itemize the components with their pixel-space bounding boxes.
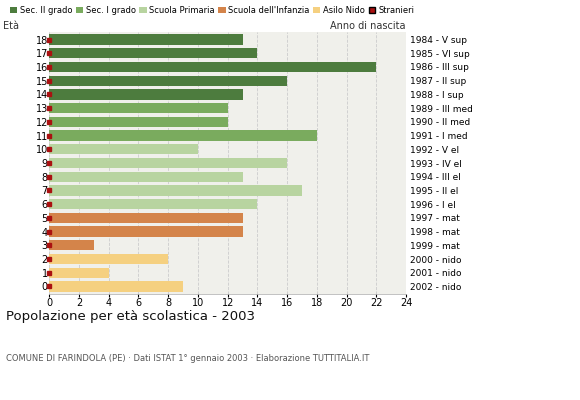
Bar bbox=[49, 48, 258, 58]
Bar bbox=[49, 172, 242, 182]
Bar bbox=[49, 254, 168, 264]
Bar bbox=[49, 130, 317, 141]
Bar bbox=[49, 158, 287, 168]
Text: Popolazione per età scolastica - 2003: Popolazione per età scolastica - 2003 bbox=[6, 310, 255, 323]
Bar bbox=[49, 281, 183, 292]
Legend: Sec. II grado, Sec. I grado, Scuola Primaria, Scuola dell'Infanzia, Asilo Nido, : Sec. II grado, Sec. I grado, Scuola Prim… bbox=[10, 6, 414, 15]
Bar bbox=[49, 268, 109, 278]
Text: COMUNE DI FARINDOLA (PE) · Dati ISTAT 1° gennaio 2003 · Elaborazione TUTTITALIA.: COMUNE DI FARINDOLA (PE) · Dati ISTAT 1°… bbox=[6, 354, 369, 363]
Bar bbox=[49, 213, 242, 223]
Bar bbox=[49, 76, 287, 86]
Bar bbox=[49, 185, 302, 196]
Bar bbox=[49, 89, 242, 100]
Bar bbox=[49, 226, 242, 237]
Bar bbox=[49, 62, 376, 72]
Bar bbox=[49, 199, 258, 209]
Bar bbox=[49, 117, 227, 127]
Bar bbox=[49, 240, 94, 250]
Text: Anno di nascita: Anno di nascita bbox=[331, 21, 406, 31]
Bar bbox=[49, 103, 227, 113]
Text: Età: Età bbox=[3, 21, 19, 31]
Bar bbox=[49, 144, 198, 154]
Bar bbox=[49, 34, 242, 45]
